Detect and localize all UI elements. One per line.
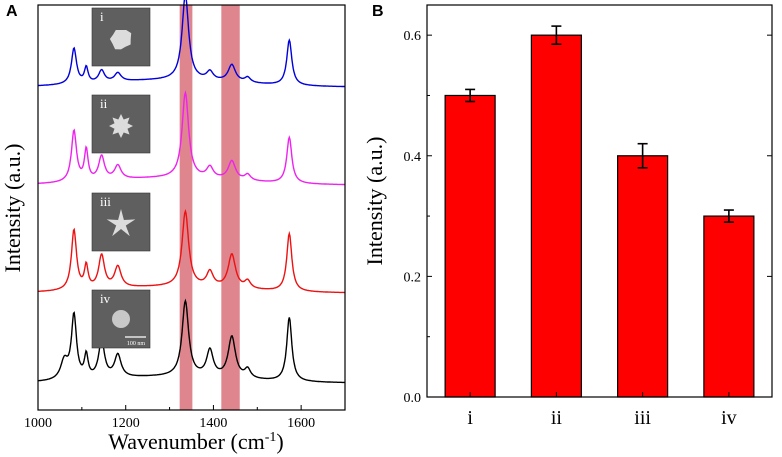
sem-inset-label-iii: iii xyxy=(100,194,111,209)
spectrum-line-ii xyxy=(38,90,345,186)
sem-inset-i: i xyxy=(91,7,151,67)
y-tick-label-0.0: 0.0 xyxy=(404,391,422,406)
error-bar-i xyxy=(465,88,476,103)
panel-b-x-tick-labels: i ii iii iv xyxy=(467,392,737,429)
sem-inset-iii: iii xyxy=(91,192,151,252)
bars xyxy=(444,34,755,398)
bar-i xyxy=(444,94,496,398)
panel-b: B 0.00.20.40.6 i ii iii iv Intensity (a.u.) xyxy=(362,3,773,429)
panel-b-label: B xyxy=(372,3,384,20)
sem-inset-label-ii: ii xyxy=(100,96,108,111)
spectrum-line-iii xyxy=(38,208,345,294)
x-tick-label-ii: ii xyxy=(551,407,563,429)
highlight-band-2 xyxy=(221,5,240,410)
x-tick-label-iii: iii xyxy=(634,407,651,429)
scale-bar-label: 100 nm xyxy=(127,341,146,347)
panel-b-y-axis-title: Intensity (a.u.) xyxy=(362,137,387,266)
bar-ii xyxy=(530,34,582,398)
x-tick-label-1400: 1400 xyxy=(199,416,227,431)
panel-b-y-ticks: 0.0 0.2 0.4 0.6 xyxy=(404,29,772,406)
nanoparticle-icon xyxy=(109,30,132,50)
error-bar-iv xyxy=(723,209,734,223)
panel-a-x-axis-title: Wavenumber (cm-1) xyxy=(108,429,283,454)
bar-iii xyxy=(617,155,669,398)
sem-inset-iv: iv 100 nm xyxy=(91,289,151,349)
highlight-bands xyxy=(179,5,240,410)
y-tick-label-0.6: 0.6 xyxy=(404,29,422,44)
bar-iv xyxy=(703,215,755,398)
x-tick-label-i: i xyxy=(467,407,473,429)
x-tick-label-1200: 1200 xyxy=(112,416,140,431)
error-bars xyxy=(465,25,734,223)
error-bar-ii xyxy=(551,25,562,46)
panel-a-frame xyxy=(37,4,346,411)
x-tick-label-1000: 1000 xyxy=(24,416,52,431)
panel-a-x-ticks: 1000 1200 1400 1600 xyxy=(24,405,315,431)
nanoparticle-icon xyxy=(112,310,130,328)
x-tick-label-1600: 1600 xyxy=(287,416,315,431)
nanoparticle-icon xyxy=(109,114,133,138)
panel-a-label: A xyxy=(6,3,18,20)
spectrum-line-iv xyxy=(37,298,345,384)
panel-b-frame xyxy=(426,4,773,398)
highlight-band-1 xyxy=(179,5,193,410)
sem-inset-label-i: i xyxy=(100,9,104,24)
spectrum-line-i xyxy=(38,0,345,88)
error-bar-iii xyxy=(637,142,648,169)
sem-inset-ii: ii xyxy=(91,94,151,154)
panel-a-y-axis-title: Intensity (a.u.) xyxy=(0,144,25,273)
sem-inset-label-iv: iv xyxy=(100,291,111,306)
y-tick-label-0.2: 0.2 xyxy=(404,270,422,285)
nanoparticle-icon xyxy=(106,209,136,237)
x-tick-label-iv: iv xyxy=(721,407,737,429)
y-tick-label-0.4: 0.4 xyxy=(404,150,422,165)
spectra-lines xyxy=(37,0,345,384)
